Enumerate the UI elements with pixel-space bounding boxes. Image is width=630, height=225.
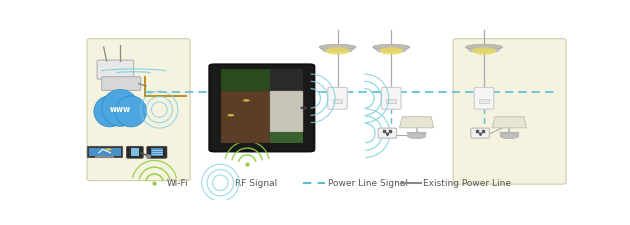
FancyBboxPatch shape: [328, 88, 347, 110]
Ellipse shape: [115, 97, 147, 127]
Text: Existing Power Line: Existing Power Line: [423, 178, 511, 187]
Polygon shape: [466, 48, 502, 52]
FancyBboxPatch shape: [97, 61, 134, 80]
Bar: [221, 92, 270, 143]
Bar: [386, 100, 396, 104]
FancyBboxPatch shape: [209, 65, 314, 152]
Text: RF Signal: RF Signal: [235, 178, 277, 187]
Circle shape: [243, 100, 249, 102]
Ellipse shape: [472, 48, 496, 55]
FancyBboxPatch shape: [381, 88, 401, 110]
Ellipse shape: [373, 45, 410, 50]
Circle shape: [106, 149, 112, 151]
Bar: [221, 70, 302, 143]
FancyBboxPatch shape: [127, 147, 143, 158]
Polygon shape: [407, 133, 427, 136]
Polygon shape: [319, 48, 356, 52]
Polygon shape: [492, 117, 527, 128]
FancyBboxPatch shape: [87, 39, 190, 181]
FancyBboxPatch shape: [378, 128, 397, 139]
Circle shape: [301, 107, 307, 110]
FancyBboxPatch shape: [453, 39, 566, 184]
Ellipse shape: [379, 48, 403, 55]
Ellipse shape: [319, 45, 356, 50]
Polygon shape: [373, 48, 410, 52]
FancyBboxPatch shape: [147, 147, 167, 158]
Ellipse shape: [466, 45, 502, 50]
Bar: [151, 149, 163, 156]
Bar: [270, 92, 302, 132]
FancyBboxPatch shape: [471, 128, 490, 139]
Ellipse shape: [326, 48, 350, 55]
Text: www: www: [110, 105, 131, 114]
Bar: [130, 149, 139, 156]
Ellipse shape: [94, 97, 125, 127]
Polygon shape: [500, 133, 519, 136]
Bar: [479, 100, 489, 104]
Ellipse shape: [500, 133, 518, 139]
Polygon shape: [399, 117, 433, 128]
Text: Wi-Fi: Wi-Fi: [166, 178, 188, 187]
FancyBboxPatch shape: [101, 77, 140, 91]
FancyBboxPatch shape: [474, 88, 494, 110]
Ellipse shape: [408, 133, 426, 139]
Bar: [221, 70, 270, 92]
Bar: [88, 146, 122, 157]
Bar: [333, 100, 343, 104]
Text: Power Line Signal: Power Line Signal: [328, 178, 408, 187]
Ellipse shape: [101, 90, 139, 127]
Circle shape: [227, 115, 234, 117]
FancyBboxPatch shape: [88, 147, 122, 156]
Bar: [270, 132, 302, 143]
